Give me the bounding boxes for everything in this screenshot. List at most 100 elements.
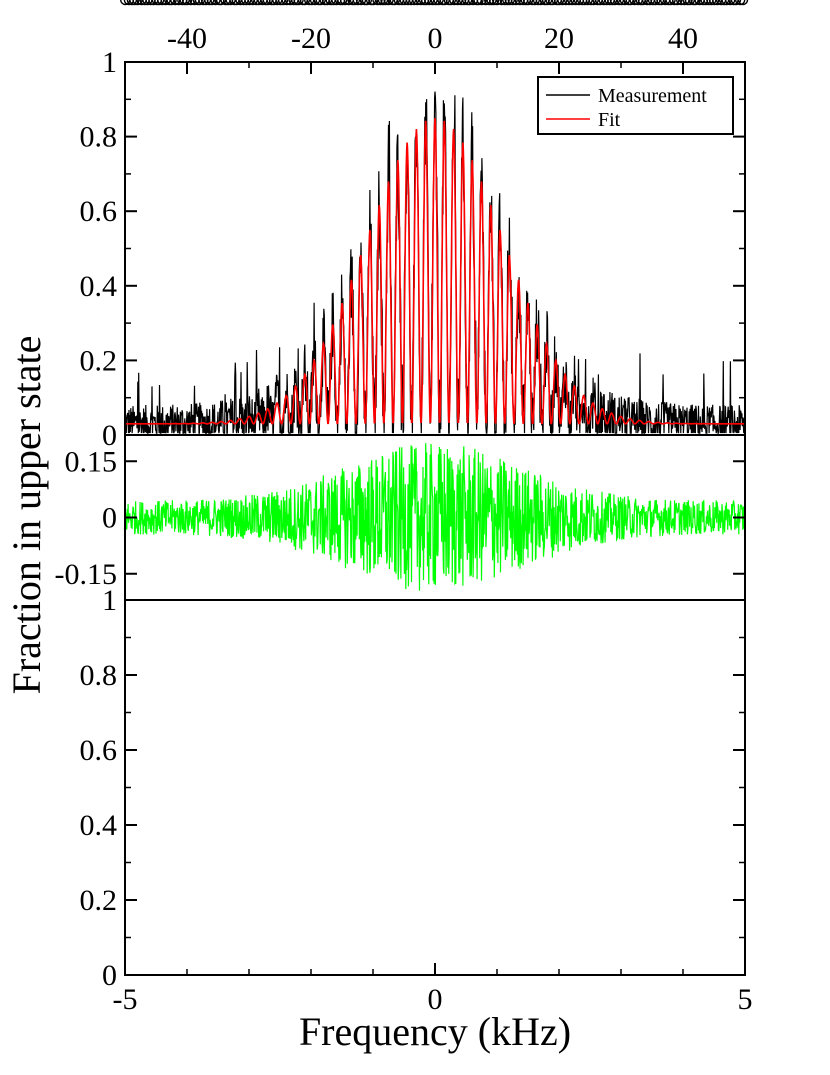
data-point bbox=[399, 0, 410, 6]
data-point bbox=[309, 0, 321, 6]
data-point bbox=[210, 0, 221, 6]
data-point bbox=[665, 0, 676, 6]
data-point bbox=[694, 0, 705, 6]
mid-ytick-label: 0.15 bbox=[65, 445, 118, 478]
data-point bbox=[321, 0, 333, 6]
data-point bbox=[160, 0, 171, 6]
data-point bbox=[598, 0, 609, 6]
data-point bbox=[235, 0, 246, 6]
data-point bbox=[464, 0, 475, 6]
data-point bbox=[514, 0, 525, 6]
data-point bbox=[268, 0, 280, 6]
bottom-ytick-label: 1 bbox=[102, 584, 117, 617]
bottom-ytick-label: 0 bbox=[102, 959, 117, 992]
data-point bbox=[616, 0, 627, 6]
data-point bbox=[181, 0, 193, 6]
data-point bbox=[129, 0, 140, 6]
data-point bbox=[389, 0, 400, 6]
data-point bbox=[703, 0, 714, 6]
data-point bbox=[257, 0, 268, 6]
data-point bbox=[241, 0, 252, 6]
data-point bbox=[522, 0, 534, 6]
fit-line bbox=[125, 117, 745, 425]
data-point bbox=[157, 0, 168, 6]
zoom-panel: 00.20.40.60.81-5 0 5 bbox=[80, 0, 753, 1016]
data-point bbox=[277, 0, 289, 6]
data-point bbox=[284, 0, 296, 6]
data-point bbox=[712, 0, 723, 6]
data-point bbox=[349, 0, 361, 6]
data-point bbox=[573, 0, 585, 6]
data-point bbox=[405, 0, 417, 6]
y-axis-label: Fraction in upper state bbox=[4, 336, 49, 695]
data-point bbox=[553, 0, 565, 6]
data-point bbox=[613, 0, 625, 6]
data-point bbox=[206, 0, 218, 6]
bottom-xtick-label: 0 bbox=[428, 983, 443, 1016]
data-point bbox=[306, 0, 317, 6]
data-point bbox=[625, 0, 636, 6]
data-point bbox=[293, 0, 304, 6]
data-point bbox=[488, 0, 500, 6]
data-point bbox=[588, 0, 599, 6]
data-point bbox=[383, 0, 394, 6]
data-point bbox=[355, 0, 367, 6]
data-point bbox=[328, 0, 339, 6]
data-point bbox=[607, 0, 618, 6]
data-point bbox=[154, 0, 165, 6]
data-point bbox=[380, 0, 391, 6]
data-point bbox=[361, 0, 373, 6]
data-point bbox=[215, 0, 227, 6]
data-point bbox=[684, 0, 695, 6]
data-point bbox=[619, 0, 630, 6]
data-point bbox=[656, 0, 667, 6]
data-point bbox=[563, 0, 575, 6]
data-point bbox=[504, 0, 515, 6]
data-point bbox=[706, 0, 717, 6]
data-point bbox=[735, 0, 746, 6]
data-point bbox=[641, 0, 653, 6]
data-point bbox=[148, 0, 159, 6]
data-point bbox=[570, 0, 581, 6]
data-point bbox=[247, 0, 258, 6]
data-point bbox=[372, 0, 383, 6]
data-point bbox=[672, 0, 683, 6]
data-point bbox=[238, 0, 249, 6]
data-point bbox=[541, 0, 553, 6]
data-point bbox=[281, 0, 292, 6]
top-xtick-label: 20 bbox=[544, 22, 574, 55]
data-point bbox=[737, 0, 749, 6]
data-point bbox=[721, 0, 732, 6]
data-point bbox=[445, 0, 457, 6]
bottom-ytick-label: 0.6 bbox=[80, 734, 118, 767]
legend-label-fit: Fit bbox=[598, 109, 621, 131]
data-point bbox=[637, 0, 649, 6]
data-point bbox=[402, 0, 414, 6]
legend-label-measurement: Measurement bbox=[598, 85, 707, 107]
data-point bbox=[582, 0, 593, 6]
data-point bbox=[632, 0, 643, 6]
data-point bbox=[231, 0, 242, 6]
data-point bbox=[120, 0, 131, 6]
data-point bbox=[315, 0, 326, 6]
data-point bbox=[439, 0, 450, 6]
data-point bbox=[595, 0, 606, 6]
data-point bbox=[579, 0, 590, 6]
data-point bbox=[676, 0, 687, 6]
top-xtick-label: -40 bbox=[167, 22, 207, 55]
data-point bbox=[449, 0, 460, 6]
plot-area bbox=[125, 600, 745, 975]
data-point bbox=[473, 0, 484, 6]
data-point bbox=[496, 0, 507, 6]
data-point bbox=[136, 0, 147, 6]
top-ytick-label: 0.6 bbox=[80, 195, 118, 228]
data-point bbox=[272, 0, 283, 6]
residual-line bbox=[124, 443, 746, 591]
top-ytick-label: 0.4 bbox=[80, 270, 118, 303]
top-xtick-label: -20 bbox=[291, 22, 331, 55]
mid-ytick-label: 0 bbox=[102, 502, 117, 535]
data-point bbox=[669, 0, 680, 6]
